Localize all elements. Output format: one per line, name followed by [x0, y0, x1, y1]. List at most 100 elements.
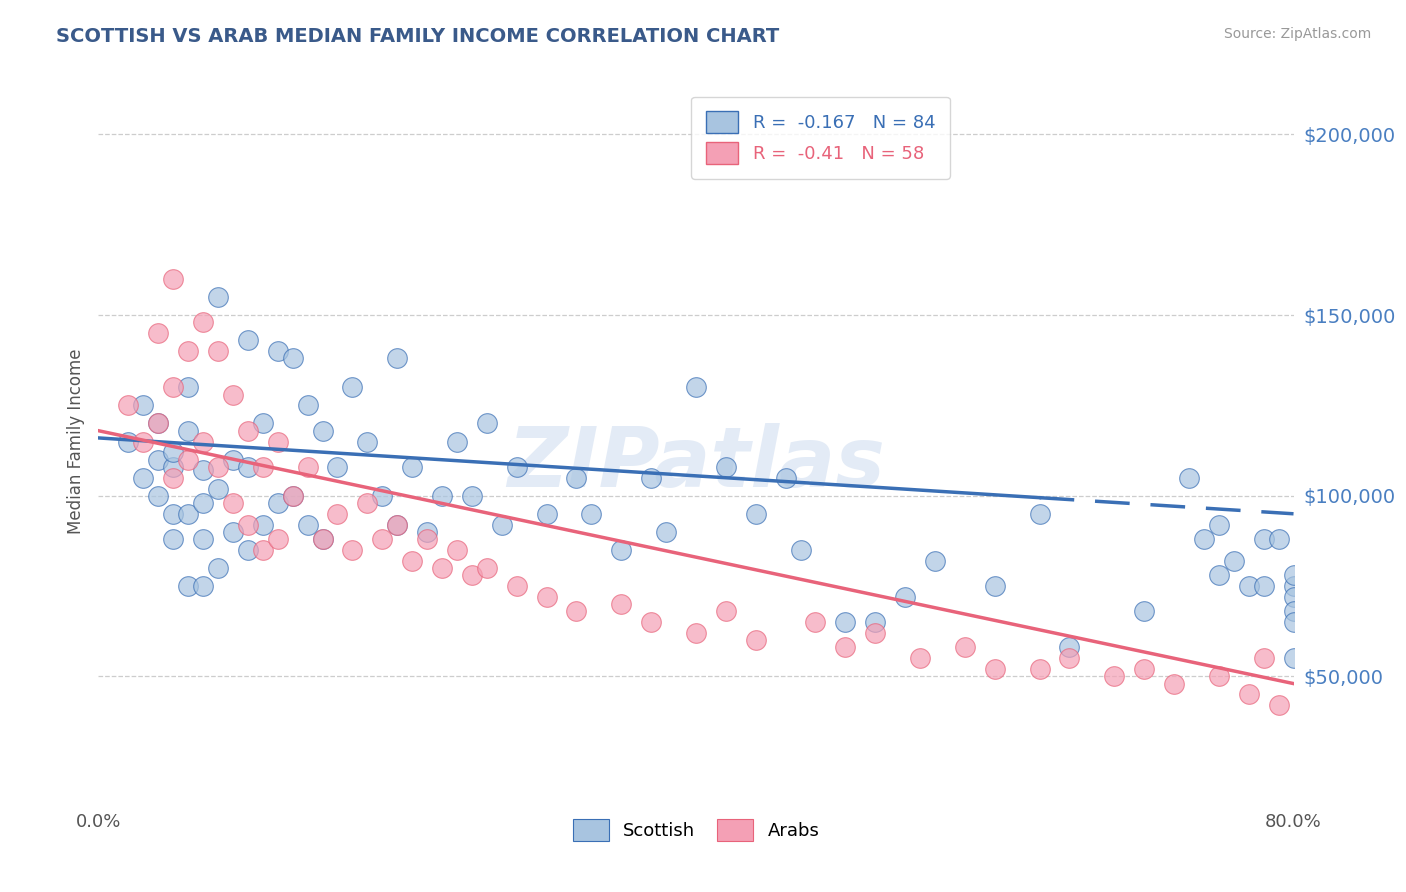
Point	[162, 459, 184, 474]
Point	[401, 554, 423, 568]
Point	[1059, 640, 1081, 655]
Point	[236, 459, 259, 474]
Point	[491, 517, 513, 532]
Point	[385, 351, 409, 366]
Point	[252, 459, 274, 474]
Point	[565, 604, 588, 618]
Point	[1253, 579, 1275, 593]
Point	[1028, 507, 1050, 521]
Point	[475, 417, 498, 431]
Point	[207, 459, 229, 474]
Point	[236, 424, 259, 438]
Point	[297, 517, 319, 532]
Point	[207, 482, 229, 496]
Point	[834, 640, 856, 655]
Point	[1133, 662, 1156, 676]
Point	[610, 542, 633, 557]
Point	[236, 542, 259, 557]
Point	[162, 532, 184, 546]
Point	[685, 380, 707, 394]
Point	[236, 517, 259, 532]
Point	[430, 489, 453, 503]
Point	[1237, 687, 1260, 701]
Point	[1237, 579, 1260, 593]
Point	[148, 326, 170, 340]
Point	[191, 579, 214, 593]
Point	[191, 315, 214, 329]
Point	[222, 387, 245, 401]
Point	[714, 604, 737, 618]
Point	[1253, 651, 1275, 665]
Point	[342, 542, 364, 557]
Point	[804, 615, 827, 630]
Point	[191, 463, 214, 477]
Point	[536, 590, 558, 604]
Point	[267, 434, 290, 449]
Point	[446, 542, 468, 557]
Point	[191, 434, 214, 449]
Point	[356, 434, 378, 449]
Text: Source: ZipAtlas.com: Source: ZipAtlas.com	[1223, 27, 1371, 41]
Point	[177, 344, 200, 359]
Point	[1104, 669, 1126, 683]
Point	[162, 470, 184, 484]
Point	[506, 459, 529, 474]
Point	[177, 579, 200, 593]
Point	[1282, 651, 1305, 665]
Point	[177, 424, 200, 438]
Point	[610, 597, 633, 611]
Point	[1028, 662, 1050, 676]
Point	[655, 524, 678, 539]
Point	[1267, 698, 1289, 713]
Point	[461, 568, 484, 582]
Point	[1192, 532, 1215, 546]
Point	[207, 561, 229, 575]
Point	[430, 561, 453, 575]
Point	[536, 507, 558, 521]
Point	[281, 489, 304, 503]
Point	[775, 470, 797, 484]
Point	[252, 517, 274, 532]
Point	[416, 524, 439, 539]
Point	[177, 452, 200, 467]
Point	[326, 507, 349, 521]
Point	[953, 640, 976, 655]
Point	[177, 507, 200, 521]
Point	[1282, 604, 1305, 618]
Point	[148, 417, 170, 431]
Point	[834, 615, 856, 630]
Point	[297, 398, 319, 412]
Point	[281, 489, 304, 503]
Point	[1223, 554, 1246, 568]
Point	[640, 470, 662, 484]
Point	[222, 524, 245, 539]
Point	[894, 590, 917, 604]
Point	[311, 424, 333, 438]
Point	[475, 561, 498, 575]
Point	[281, 351, 304, 366]
Point	[1059, 651, 1081, 665]
Point	[148, 489, 170, 503]
Point	[117, 398, 139, 412]
Point	[371, 489, 394, 503]
Point	[745, 633, 768, 648]
Point	[984, 662, 1007, 676]
Point	[162, 272, 184, 286]
Point	[1208, 517, 1230, 532]
Point	[236, 334, 259, 348]
Point	[162, 380, 184, 394]
Point	[908, 651, 931, 665]
Point	[1133, 604, 1156, 618]
Point	[1282, 590, 1305, 604]
Point	[714, 459, 737, 474]
Point	[401, 459, 423, 474]
Point	[326, 459, 349, 474]
Point	[1208, 669, 1230, 683]
Point	[1163, 676, 1185, 690]
Point	[446, 434, 468, 449]
Point	[461, 489, 484, 503]
Point	[342, 380, 364, 394]
Point	[267, 344, 290, 359]
Point	[267, 496, 290, 510]
Point	[222, 452, 245, 467]
